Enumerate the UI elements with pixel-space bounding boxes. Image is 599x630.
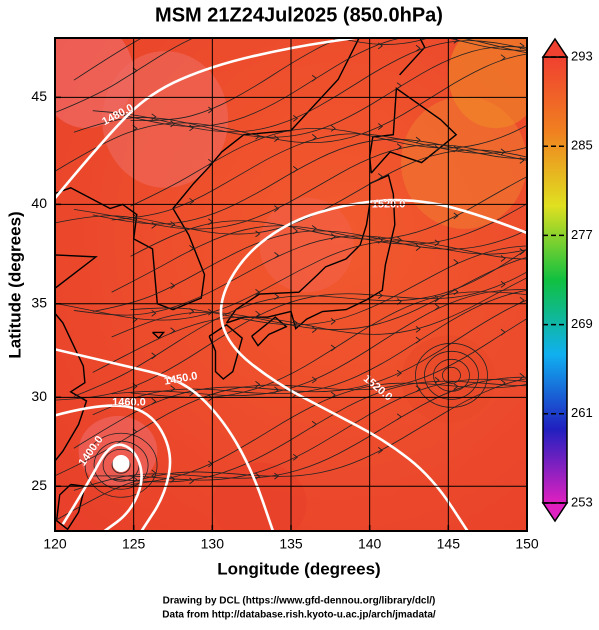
colorbar	[543, 57, 567, 503]
field-patch	[212, 463, 306, 545]
streamline-arrow	[539, 156, 543, 162]
colorbar-tick-label: 285	[571, 138, 593, 153]
colorbar-tick-label: 253	[571, 494, 593, 509]
y-tick-label: 25	[31, 477, 47, 493]
y-tick-label: 30	[31, 388, 47, 404]
streamline-arrow	[576, 363, 580, 369]
streamline-arrow	[539, 51, 543, 57]
x-axis-label: Longitude (degrees)	[217, 559, 380, 578]
colorbar-tick-label: 269	[571, 316, 593, 331]
streamline-arrow	[539, 220, 543, 226]
streamline-arrow	[576, 90, 580, 96]
colorbar-extend	[543, 503, 567, 521]
y-axis-label: Latitude (degrees)	[5, 211, 24, 358]
x-tick-label: 140	[358, 536, 382, 552]
colorbar-tick-label: 277	[571, 227, 593, 242]
credit: Data from http://database.rish.kyoto-u.a…	[162, 610, 436, 621]
streamline-arrow	[576, 153, 580, 159]
streamline-arrow	[539, 380, 543, 386]
streamline-arrow	[293, 31, 297, 37]
contour-line	[113, 455, 129, 471]
streamline-arrow	[397, 26, 401, 32]
x-tick-label: 150	[515, 536, 539, 552]
streamline-arrow	[435, 31, 439, 37]
colorbar-tick-label: 261	[571, 405, 593, 420]
y-tick-label: 35	[31, 294, 47, 310]
x-tick-label: 135	[279, 536, 303, 552]
chart-title: MSM 21Z24Jul2025 (850.0hPa)	[155, 4, 443, 26]
colorbar-tick-label: 293	[571, 48, 593, 63]
contour-label: 1460.0	[112, 397, 146, 409]
y-tick-label: 40	[31, 195, 47, 211]
credit: Drawing by DCL (https://www.gfd-dennou.o…	[163, 596, 436, 607]
x-tick-label: 125	[122, 536, 146, 552]
streamline-arrow	[539, 267, 543, 273]
streamline-arrow	[539, 284, 543, 290]
x-tick-label: 120	[43, 536, 67, 552]
streamline-arrow	[152, 27, 156, 33]
streamline-arrow	[576, 248, 580, 254]
streamline-arrow	[576, 35, 580, 41]
streamline-arrow	[576, 294, 580, 300]
x-tick-label: 130	[201, 536, 225, 552]
y-tick-label: 45	[31, 88, 47, 104]
colorbar-extend	[543, 39, 567, 57]
x-tick-label: 145	[437, 536, 461, 552]
